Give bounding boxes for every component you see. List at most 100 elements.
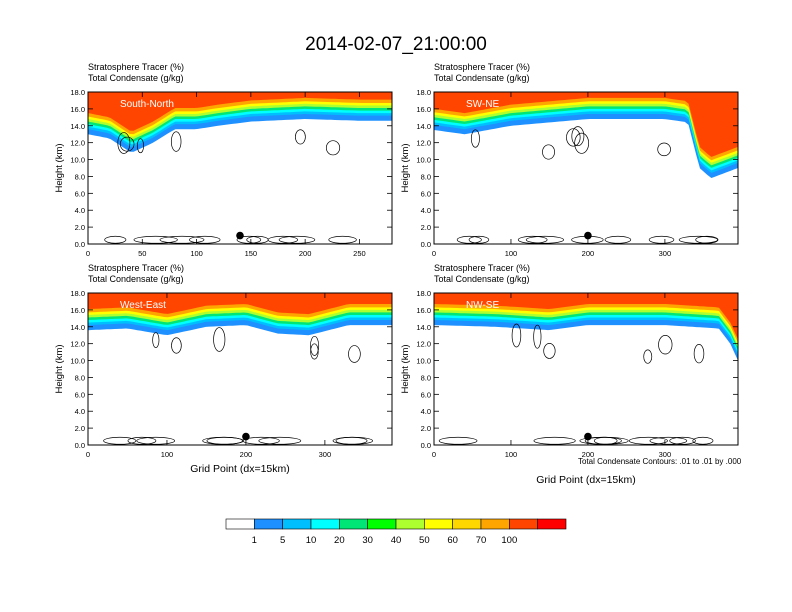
colorbar-label: 40: [391, 535, 402, 546]
location-marker: [236, 231, 244, 240]
y-tick-label: 8.0: [421, 373, 431, 382]
y-tick-label: 16.0: [416, 306, 431, 315]
x-tick-label: 300: [659, 450, 672, 459]
location-marker: [584, 432, 592, 441]
condensate-contour-low: [335, 436, 368, 445]
location-marker: [584, 231, 592, 240]
colorbar-label: 20: [334, 535, 345, 546]
plot-area: [434, 92, 738, 244]
colorbar-box-5: [367, 518, 397, 530]
panel-frame: [87, 91, 393, 245]
x-tick-label: 100: [190, 249, 203, 258]
panel-frame: [433, 292, 739, 446]
x-tick-label: 200: [299, 249, 312, 258]
colorbar-box-6: [395, 518, 425, 530]
condensate-contour-low: [159, 235, 205, 244]
y-tick-label: 10.0: [70, 156, 85, 165]
panel-frame: [87, 292, 393, 446]
colorbar-box-0: [225, 518, 255, 530]
colorbar-label: 60: [447, 535, 458, 546]
y-tick-label: 18.0: [70, 289, 85, 298]
y-axis-label: Height (km): [54, 143, 65, 192]
colorbar-box-9: [480, 518, 510, 530]
condensate-contour-low: [584, 436, 622, 445]
y-tick-label: 18.0: [70, 88, 85, 97]
y-tick-label: 0.0: [421, 441, 431, 450]
colorbar-label: 70: [476, 535, 487, 546]
colorbar-box-3: [310, 518, 340, 530]
condensate-contour-mid: [571, 126, 585, 147]
x-tick-label: 300: [659, 249, 672, 258]
panel-heading-tracer: Stratosphere Tracer (%): [434, 263, 530, 273]
y-tick-label: 18.0: [416, 88, 431, 97]
condensate-contour-low: [133, 235, 178, 244]
y-tick-label: 16.0: [416, 105, 431, 114]
colorbar-box-10: [509, 518, 538, 530]
y-tick-label: 0.0: [75, 240, 85, 249]
colorbar: 1 5 10 20 30 40 50 60 70 100: [225, 518, 567, 546]
panel-heading-condensate: Total Condensate (g/kg): [88, 73, 184, 83]
x-axis-label: Grid Point (dx=15km): [536, 474, 636, 486]
condensate-contour-low: [202, 436, 244, 445]
x-tick-label: 0: [432, 249, 436, 258]
condensate-contour-mid: [310, 335, 320, 356]
panel-heading-tracer: Stratosphere Tracer (%): [434, 62, 530, 72]
condensate-contour-low: [438, 436, 478, 445]
condensate-contour-low: [604, 235, 632, 244]
page-title: 2014-02-07_21:00:00: [305, 34, 487, 55]
y-tick-label: 14.0: [70, 122, 85, 131]
condensate-contour-mid: [574, 132, 589, 154]
condensate-contour-low: [628, 436, 668, 445]
panels: Stratosphere Tracer (%)Total Condensate …: [54, 62, 739, 486]
y-tick-label: 4.0: [75, 206, 85, 215]
y-tick-label: 6.0: [421, 189, 431, 198]
y-tick-label: 16.0: [70, 105, 85, 114]
condensate-contour-mid: [658, 335, 673, 355]
y-tick-label: 18.0: [416, 289, 431, 298]
condensate-contour-mid: [543, 343, 556, 359]
y-tick-label: 14.0: [70, 323, 85, 332]
panel-heading-condensate: Total Condensate (g/kg): [434, 73, 530, 83]
condensate-contour-mid: [152, 332, 160, 348]
panel-label: SW-NE: [466, 99, 499, 110]
y-tick-label: 12.0: [70, 340, 85, 349]
y-tick-label: 8.0: [421, 172, 431, 181]
x-tick-label: 200: [582, 450, 595, 459]
y-tick-label: 0.0: [75, 441, 85, 450]
x-tick-label: 200: [582, 249, 595, 258]
x-tick-label: 200: [240, 450, 253, 459]
panel-nw-se: Stratosphere Tracer (%)Total Condensate …: [400, 263, 739, 486]
condensate-contour-low: [692, 436, 714, 445]
colorbar-label: 5: [280, 535, 285, 546]
condensate-contour-low: [533, 436, 576, 445]
colorbar-box-7: [424, 518, 453, 530]
x-axis-label: Grid Point (dx=15km): [190, 463, 290, 475]
condensate-contour-low: [267, 235, 299, 244]
y-tick-label: 16.0: [70, 306, 85, 315]
x-tick-label: 100: [505, 249, 518, 258]
condensate-contour-mid: [533, 324, 542, 349]
condensate-contour-low: [328, 235, 357, 244]
y-tick-label: 14.0: [416, 122, 431, 131]
condensate-contour-mid: [693, 344, 705, 364]
colorbar-box-11: [537, 518, 567, 530]
colorbar-label: 10: [306, 535, 317, 546]
panel-sw-ne: Stratosphere Tracer (%)Total Condensate …: [400, 62, 739, 258]
colorbar-box-1: [254, 518, 283, 530]
y-tick-label: 4.0: [421, 206, 431, 215]
condensate-contour-low: [695, 235, 719, 244]
x-tick-label: 100: [161, 450, 174, 459]
condensate-contour-mid: [295, 129, 306, 145]
condensate-contour-mid: [470, 129, 480, 148]
panel-label: West-East: [120, 300, 166, 311]
y-tick-label: 2.0: [421, 223, 431, 232]
condensate-contour-low: [104, 235, 127, 244]
condensate-contour-low: [242, 436, 280, 445]
colorbar-label: 100: [501, 535, 517, 546]
y-tick-label: 6.0: [75, 189, 85, 198]
panel-south-north: Stratosphere Tracer (%)Total Condensate …: [54, 62, 393, 258]
condensate-contour-mid: [542, 144, 555, 160]
y-axis-label: Height (km): [400, 143, 411, 192]
condensate-contour-low: [103, 436, 137, 445]
